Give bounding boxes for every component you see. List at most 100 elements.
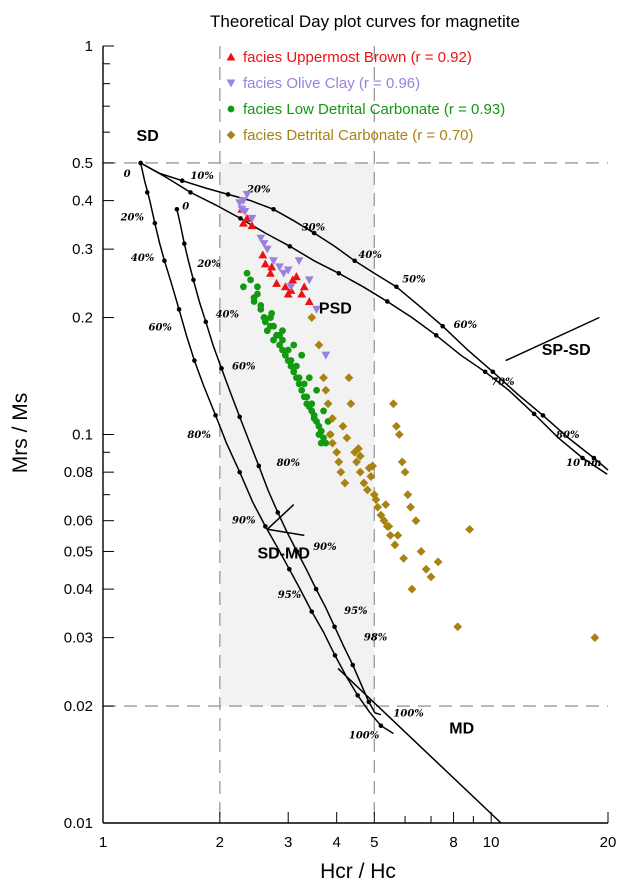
data-point	[426, 572, 436, 582]
data-point	[397, 457, 407, 467]
data-point	[366, 472, 376, 481]
data-point	[590, 633, 600, 643]
axes: 1 2 3 4 5 8 10 200.010.020.030.040.050.060.080.…	[64, 38, 617, 851]
data-point	[279, 346, 286, 354]
percent-label: 50%	[402, 275, 426, 286]
data-point	[293, 362, 300, 370]
percent-label: 40%	[131, 253, 155, 264]
data-point	[433, 557, 443, 567]
curve-marker	[336, 270, 342, 276]
percent-label: 20%	[246, 184, 271, 195]
data-point	[313, 386, 320, 394]
percent-label: 20%	[196, 259, 221, 270]
data-point	[269, 257, 278, 266]
percent-label: 10%	[190, 171, 214, 182]
data-point	[283, 266, 293, 275]
data-point	[355, 467, 365, 477]
percent-label: 60%	[454, 320, 478, 331]
curve-marker	[225, 192, 231, 197]
percent-label: 0	[124, 169, 131, 180]
mixing-curve	[505, 316, 600, 362]
data-series	[235, 190, 600, 643]
curve-marker	[152, 220, 158, 226]
curve-marker	[378, 723, 384, 729]
percent-label: 80%	[187, 430, 211, 441]
data-point	[304, 276, 314, 285]
curve-marker	[313, 586, 319, 592]
legend-marker	[226, 79, 236, 88]
data-point	[247, 221, 257, 230]
curve-marker	[179, 178, 185, 184]
data-point	[384, 522, 394, 531]
x-tick-label: 8	[449, 834, 457, 851]
data-point	[354, 444, 363, 453]
data-point	[344, 373, 354, 383]
data-point	[258, 250, 268, 259]
data-point	[295, 380, 303, 388]
curve-marker	[271, 206, 276, 212]
data-point	[303, 393, 311, 401]
psd-region	[219, 162, 375, 707]
data-point	[373, 502, 383, 512]
data-point	[411, 516, 421, 526]
region-label: SD	[137, 128, 159, 145]
percent-label: 40%	[216, 310, 240, 321]
data-point	[465, 524, 475, 534]
data-point	[381, 500, 391, 510]
x-tick-label: 3	[284, 834, 292, 851]
data-point	[389, 399, 398, 409]
data-point	[257, 301, 265, 309]
data-point	[270, 322, 277, 330]
data-point	[376, 510, 386, 520]
data-point	[267, 262, 277, 271]
data-point	[275, 263, 284, 272]
curve-marker	[287, 244, 293, 249]
curve-marker	[440, 323, 445, 329]
legend-label: facies Low Detrital Carbonate (r = 0.93)	[243, 101, 505, 118]
legend: facies Uppermost Brown (r = 0.92) facies …	[226, 49, 505, 144]
percent-label: 60%	[232, 361, 256, 372]
data-point	[393, 530, 403, 540]
curve-marker	[138, 160, 143, 166]
curve-marker	[394, 284, 399, 290]
curve-marker	[309, 609, 315, 614]
mixing-curve	[140, 162, 608, 475]
percent-label: 20%	[120, 213, 145, 224]
curve-marker	[311, 230, 317, 236]
mixing-curve	[140, 162, 609, 471]
curve-markers	[138, 160, 597, 729]
data-point	[279, 336, 286, 344]
data-point	[254, 283, 261, 291]
curve-marker	[263, 524, 268, 529]
data-point	[295, 374, 303, 382]
x-axis-title: Hcr / Hc	[320, 860, 396, 883]
data-point	[332, 447, 342, 457]
curve-marker	[219, 366, 224, 371]
curve-marker	[275, 510, 281, 515]
data-point	[239, 218, 248, 227]
data-point	[346, 399, 356, 409]
x-tick-label: 5	[370, 834, 378, 851]
percent-label: 10 nm	[566, 458, 601, 469]
data-point	[247, 276, 254, 284]
data-point	[290, 368, 298, 376]
curve-marker	[352, 258, 357, 264]
curve-marker	[237, 469, 243, 475]
percent-labels: 0 20% 40% 60% 80% 90% 95% 100% 0 20% 40% 60% 80% 90% 9…	[120, 169, 602, 741]
curve-marker	[174, 206, 180, 212]
data-point	[363, 485, 372, 495]
curve-marker	[355, 693, 360, 698]
data-point	[321, 351, 331, 360]
data-point	[305, 374, 313, 382]
data-point	[359, 478, 369, 488]
legend-marker	[226, 130, 236, 140]
data-point	[284, 346, 292, 354]
curve-marker	[482, 369, 488, 375]
y-tick-label: 0.3	[72, 241, 93, 258]
curve-marker	[287, 566, 292, 572]
data-point	[342, 433, 352, 443]
legend-label: facies Uppermost Brown (r = 0.92)	[243, 49, 472, 66]
region-label: PSD	[319, 300, 352, 317]
data-point	[312, 305, 321, 314]
curve-marker	[203, 319, 209, 325]
